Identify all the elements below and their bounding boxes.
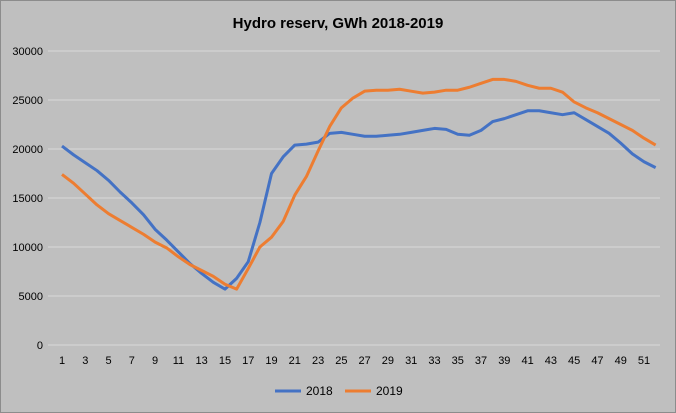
series-line-2018	[61, 109, 657, 291]
x-tick-label: 23	[312, 355, 324, 367]
x-tick-label: 19	[265, 355, 277, 367]
legend-label: 2018	[306, 384, 333, 398]
x-tick-label: 27	[359, 355, 371, 367]
y-tick-label: 5000	[19, 291, 43, 303]
y-tick-label: 25000	[12, 95, 43, 107]
x-tick-label: 43	[545, 355, 557, 367]
x-tick-label: 29	[382, 355, 394, 367]
x-axis: 1 3 5 7 9 11 13 15 17 19 21 23 25 27 29 31 33 35 37 39 41 43 4…	[59, 355, 650, 367]
x-tick-label: 45	[568, 355, 580, 367]
y-tick-label: 10000	[12, 242, 43, 254]
x-tick-label: 1	[59, 355, 65, 367]
x-tick-label: 17	[242, 355, 254, 367]
x-tick-label: 33	[428, 355, 440, 367]
y-tick-label: 0	[37, 340, 43, 352]
legend: 2018 2019	[275, 384, 403, 398]
series-lines	[61, 77, 657, 291]
legend-label: 2019	[376, 384, 403, 398]
y-tick-label: 15000	[12, 193, 43, 205]
x-tick-label: 41	[521, 355, 533, 367]
x-tick-label: 37	[475, 355, 487, 367]
x-tick-label: 13	[196, 355, 208, 367]
x-tick-label: 39	[498, 355, 510, 367]
x-tick-label: 21	[289, 355, 301, 367]
x-tick-label: 31	[405, 355, 417, 367]
plot-area	[48, 40, 660, 352]
y-tick-label: 30000	[12, 46, 43, 58]
x-tick-label: 11	[173, 355, 184, 367]
y-tick-label: 20000	[12, 144, 43, 156]
chart-title: Hydro reserv, GWh 2018-2019	[233, 15, 444, 32]
x-tick-label: 49	[615, 355, 627, 367]
gridlines	[48, 50, 660, 346]
x-tick-label: 47	[591, 355, 603, 367]
x-tick-label: 3	[82, 355, 88, 367]
x-tick-label: 9	[152, 355, 158, 367]
x-tick-label: 7	[129, 355, 135, 367]
x-tick-label: 5	[105, 355, 111, 367]
x-tick-label: 51	[638, 355, 650, 367]
x-tick-label: 15	[219, 355, 231, 367]
x-tick-label: 35	[452, 355, 464, 367]
series-line-2019	[61, 77, 657, 291]
x-tick-label: 25	[335, 355, 347, 367]
y-axis: 0 5000 10000 15000 20000 25000 30000	[12, 46, 43, 352]
